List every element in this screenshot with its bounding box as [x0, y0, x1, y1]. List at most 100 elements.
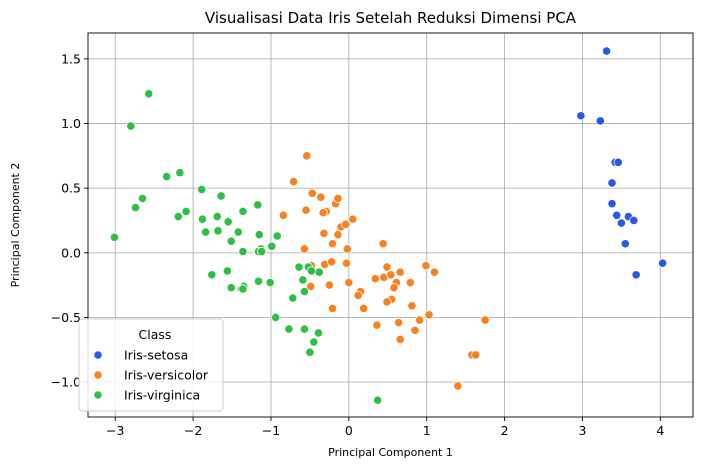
scatter-point: [629, 215, 639, 226]
scatter-point: [238, 206, 248, 217]
y-tick-label: 1.0: [61, 116, 81, 131]
scatter-point: [613, 157, 623, 167]
scatter-point: [109, 232, 120, 242]
scatter-point: [319, 228, 329, 239]
scatter-point: [607, 178, 617, 188]
scatter-point: [601, 46, 612, 56]
x-tick-label: 2: [501, 423, 509, 438]
scatter-point: [162, 171, 172, 182]
scatter-point: [173, 211, 183, 222]
scatter-point: [395, 334, 405, 345]
scatter-point: [272, 231, 282, 241]
y-tick-label: −0.5: [51, 310, 81, 325]
scatter-point: [288, 177, 299, 187]
scatter-point: [327, 257, 337, 267]
scatter-point: [257, 246, 267, 257]
scatter-point: [226, 283, 236, 293]
x-tick-label: −3: [106, 423, 124, 438]
scatter-point: [333, 230, 343, 240]
scatter-point: [631, 270, 641, 280]
scatter-point: [144, 89, 154, 99]
scatter-point: [222, 266, 232, 276]
scatter-point: [130, 202, 141, 213]
scatter-point: [207, 270, 217, 280]
scatter-point: [316, 192, 326, 202]
legend-title: Class: [139, 327, 172, 342]
scatter-point: [342, 244, 352, 254]
scatter-point: [238, 284, 248, 294]
scatter-point: [359, 303, 369, 313]
scatter-point: [306, 266, 317, 276]
scatter-point: [301, 205, 311, 215]
scatter-point: [576, 111, 586, 121]
scatter-point: [175, 168, 185, 178]
scatter-point: [471, 350, 481, 360]
scatter-point: [265, 277, 275, 288]
scatter-point: [327, 239, 338, 249]
scatter-point: [223, 217, 233, 227]
x-axis-ticks: −3 −2 −1 0 1 2 3 4: [106, 417, 664, 438]
legend-entries: Iris-setosa Iris-versicolor Iris-virginica: [93, 348, 209, 403]
scatter-point: [226, 236, 236, 246]
scatter-point: [212, 211, 222, 222]
scatter-point: [607, 199, 617, 209]
data-points: [109, 46, 668, 405]
x-tick-label: 0: [345, 423, 353, 438]
series-iris-setosa: [576, 46, 668, 280]
scatter-point: [480, 315, 490, 325]
scatter-point: [658, 258, 668, 268]
scatter-point: [197, 184, 207, 195]
scatter-point: [299, 286, 310, 297]
legend-label: Iris-setosa: [124, 348, 188, 363]
scatter-point: [327, 303, 338, 313]
plot-area: [87, 32, 694, 418]
scatter-point: [267, 241, 277, 251]
y-tick-label: 1.5: [61, 51, 81, 66]
scatter-point: [429, 267, 440, 277]
scatter-point: [314, 267, 324, 277]
scatter-point: [126, 121, 136, 131]
scatter-point: [421, 261, 431, 271]
y-tick-label: 0.5: [61, 181, 81, 196]
legend-marker: [93, 370, 103, 380]
grid: [88, 33, 693, 417]
legend-label: Iris-virginica: [124, 388, 200, 403]
scatter-point: [405, 277, 415, 288]
legend-frame: [78, 318, 224, 412]
x-axis-label: Principal Component 1: [328, 446, 453, 459]
scatter-point: [378, 239, 388, 249]
scatter-point: [595, 116, 605, 126]
y-axis-ticks: −1.0 −0.5 0.0 0.5 1.0 1.5: [51, 51, 88, 390]
x-tick-label: 1: [423, 423, 431, 438]
scatter-point: [382, 262, 392, 272]
scatter-point: [341, 258, 352, 268]
scatter-point: [309, 337, 319, 347]
legend-marker: [93, 390, 103, 400]
scatter-point: [306, 281, 316, 292]
scatter-point: [200, 227, 211, 237]
scatter-point: [410, 325, 420, 335]
scatter-point: [253, 200, 263, 210]
x-tick-label: 3: [578, 423, 586, 438]
x-tick-label: 4: [656, 423, 664, 438]
scatter-point: [415, 315, 425, 325]
scatter-point: [216, 191, 226, 201]
y-tick-label: 0.0: [61, 245, 81, 260]
scatter-point: [213, 226, 223, 236]
scatter-point: [137, 193, 148, 204]
scatter-point: [612, 210, 622, 220]
scatter-point: [407, 301, 417, 311]
scatter-point: [271, 312, 281, 323]
scatter-point: [294, 262, 304, 272]
scatter-point: [254, 230, 264, 240]
scatter-point: [299, 244, 310, 254]
scatter-point: [373, 395, 383, 405]
scatter-point: [382, 297, 392, 307]
scatter-point: [394, 318, 404, 328]
scatter-point: [324, 280, 334, 290]
scatter-point: [341, 219, 351, 229]
scatter-point: [318, 208, 328, 218]
legend: Class Iris-setosa Iris-versicolor Iris-vir…: [78, 318, 224, 412]
scatter-point: [233, 227, 243, 237]
x-tick-label: −2: [184, 423, 202, 438]
